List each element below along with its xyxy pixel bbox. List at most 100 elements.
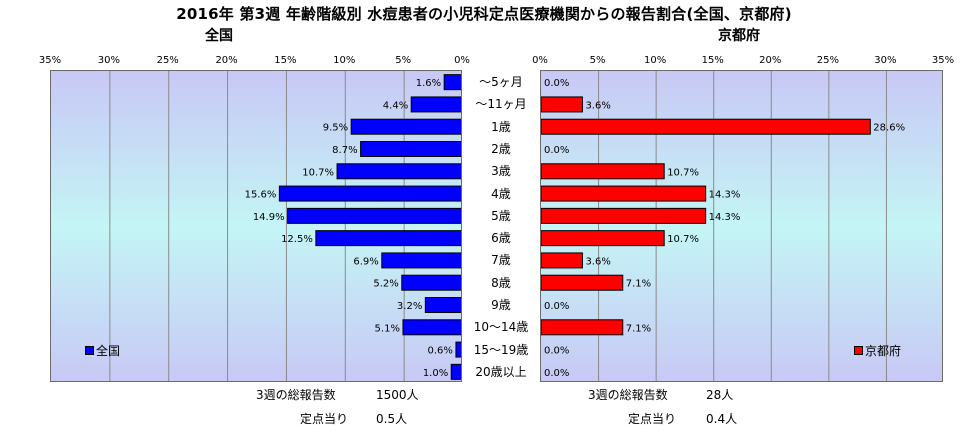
right-axis-tick-label: 30% [874,55,897,66]
zenkoku-bar [278,185,461,202]
kyoto-bar [541,230,665,247]
left-axis-tick-label: 0% [454,55,470,66]
category-label: 5歳 [491,208,511,223]
category-label: 3歳 [491,164,511,179]
right-axis-tick-label: 25% [816,55,839,66]
zenkoku-data-label: 3.2% [397,301,422,312]
left-axis-tick-label: 5% [395,55,412,66]
left-total-value: 1500人 [376,388,419,402]
category-label: 20歳以上 [475,364,527,379]
right-axis-tick-label: 20% [759,55,782,66]
kyoto-data-label: 0.0% [544,78,569,89]
legend-swatch-zenkoku [85,346,94,355]
zenkoku-plot-background [51,71,461,381]
kyoto-data-label: 0.0% [544,346,569,357]
kyoto-data-label: 3.6% [585,256,610,267]
category-label: 15～19歳 [473,342,529,357]
kyoto-bar [541,274,624,291]
category-label: 9歳 [491,298,511,312]
right-total-value: 28人 [706,388,734,402]
zenkoku-bar [410,96,461,113]
kyoto-data-label: 3.6% [585,100,610,111]
zenkoku-data-label: 6.9% [353,256,378,267]
right-plot-area: 0.0% 3.6% 28.6% 0.0% 10.7% 14.3% 14.3% 10.7% 3.6… [540,70,943,382]
kyoto-data-label: 0.0% [544,301,569,312]
left-axis-tick-label: 20% [215,55,238,66]
left-axis-tick-label: 25% [156,55,179,66]
chart-title: 2016年 第3週 年齢階級別 水痘患者の小児科定点医療機関からの報告割合(全国… [176,5,792,23]
category-label: ～11ヶ月 [475,97,527,112]
kyoto-plot-background [541,71,942,381]
kyoto-data-label: 28.6% [873,123,905,134]
zenkoku-data-label: 5.1% [375,323,400,334]
kyoto-bar [541,319,624,336]
legend-label-kyoto: 京都府 [865,344,902,358]
zenkoku-data-label: 14.9% [253,212,285,223]
zenkoku-data-label: 1.6% [416,78,441,89]
kyoto-bar [541,207,707,224]
zenkoku-data-label: 10.7% [302,167,334,178]
right-panel-title: 京都府 [718,28,760,44]
zenkoku-data-label: 4.4% [383,100,408,111]
legend-label-zenkoku: 全国 [96,344,121,358]
right-per-site-label: 定点当り [628,412,677,426]
left-axis-tick-label: 30% [97,55,120,66]
right-axis-tick-label: 10% [644,55,667,66]
kyoto-data-label: 10.7% [667,167,699,178]
zenkoku-bar [443,74,461,91]
left-bar-chart: 1.6% 4.4% 9.5% 8.7% 10.7% 15.6% 14.9% 12.5% 6.9%… [51,71,461,381]
right-per-site-value: 0.4人 [706,412,738,426]
zenkoku-data-label: 5.2% [373,279,398,290]
kyoto-data-label: 10.7% [667,234,699,245]
zenkoku-bar [401,274,461,291]
zenkoku-data-label: 8.7% [332,145,357,156]
category-label: 7歳 [491,253,511,268]
left-panel-title: 全国 [205,28,233,44]
zenkoku-bar [450,363,461,380]
right-total-label: 3週の総報告数 [588,388,668,402]
kyoto-bar [541,252,583,269]
kyoto-data-label: 0.0% [544,368,569,379]
zenkoku-bar [402,319,461,336]
kyoto-data-label: 14.3% [709,190,741,201]
legend-swatch-kyoto [854,346,863,355]
zenkoku-bar [381,252,461,269]
zenkoku-bar [360,141,461,157]
left-plot-area: 1.6% 4.4% 9.5% 8.7% 10.7% 15.6% 14.9% 12.5% 6.9%… [50,70,462,382]
zenkoku-data-label: 1.0% [423,368,448,379]
zenkoku-bar [287,207,461,224]
left-axis-tick-label: 35% [38,55,62,66]
zenkoku-bar [455,341,461,358]
right-axis-tick-label: 35% [931,55,955,66]
kyoto-data-label: 14.3% [709,212,741,223]
zenkoku-bar [315,230,461,247]
category-label: 2歳 [491,142,511,156]
category-label: 6歳 [491,231,511,246]
left-total-label: 3週の総報告数 [256,388,336,402]
right-legend: 京都府 [854,342,901,359]
right-axis-tick-label: 15% [701,55,724,66]
zenkoku-bar [350,118,461,135]
category-label: 8歳 [491,275,511,290]
zenkoku-bar [424,297,461,313]
zenkoku-data-label: 9.5% [323,123,348,134]
zenkoku-bar [336,163,461,180]
kyoto-data-label: 0.0% [544,145,569,156]
category-label: 4歳 [491,186,511,201]
left-axis-tick-label: 15% [274,55,297,66]
kyoto-bar [541,185,707,202]
right-axis-tick-label: 5% [589,55,606,66]
right-bar-chart: 0.0% 3.6% 28.6% 0.0% 10.7% 14.3% 14.3% 10.7% 3.6… [541,71,942,381]
zenkoku-data-label: 0.6% [428,346,453,357]
kyoto-bar [541,163,665,180]
kyoto-bar [541,118,871,135]
left-axis-tick-label: 10% [333,55,356,66]
left-per-site-label: 定点当り [300,412,349,426]
left-legend: 全国 [85,342,120,359]
zenkoku-data-label: 12.5% [281,234,313,245]
category-label: 10～14歳 [473,320,529,335]
left-per-site-value: 0.5人 [376,412,408,426]
zenkoku-data-label: 15.6% [245,190,277,201]
kyoto-data-label: 7.1% [626,323,651,334]
